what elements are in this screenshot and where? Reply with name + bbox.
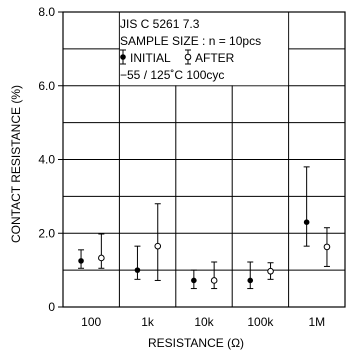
data-marks — [78, 166, 331, 290]
grid — [63, 12, 345, 307]
initial-point — [134, 245, 141, 280]
y-tick-label: 8.0 — [38, 5, 55, 19]
marker-open — [323, 243, 331, 251]
x-tick-label: 100 — [81, 315, 101, 329]
y-tick-label: 2.0 — [38, 226, 55, 240]
marker-filled — [247, 277, 254, 284]
x-axis-title: RESISTANCE (Ω) — [148, 336, 244, 350]
annotation-line1: JIS C 5261 7.3 — [120, 17, 200, 31]
marker-filled — [78, 258, 84, 264]
annotation-line2: SAMPLE SIZE : n = 10pcs — [120, 34, 261, 48]
initial-point — [78, 249, 85, 269]
y-axis-title: CONTACT RESISTANCE (%) — [9, 85, 23, 243]
legend-initial-label: INITIAL — [130, 51, 171, 65]
initial-point — [303, 166, 310, 247]
annotation-background — [119, 12, 289, 86]
y-tick-label: 4.0 — [38, 153, 55, 167]
annotation-box: JIS C 5261 7.3 SAMPLE SIZE : n = 10pcs I… — [120, 17, 261, 82]
y-tick-label: 0 — [48, 300, 55, 314]
marker-filled — [134, 267, 141, 273]
marker-open — [154, 242, 162, 250]
x-tick-label: 100k — [247, 315, 274, 329]
x-axis: 100 1k 10k 100k 1M — [81, 315, 325, 329]
annotation-line4: −55 / 125˚C 100cyc — [120, 68, 224, 82]
marker-open — [267, 267, 274, 275]
marker-filled — [191, 277, 197, 284]
y-axis: 0 2.0 4.0 6.0 8.0 — [38, 5, 63, 314]
legend-after-marker — [184, 49, 192, 65]
legend-initial-marker — [120, 49, 126, 65]
marker-open — [98, 254, 105, 262]
x-tick-label: 10k — [194, 315, 214, 329]
initial-point — [247, 261, 254, 290]
y-tick-label: 6.0 — [38, 79, 55, 93]
x-tick-label: 1M — [308, 315, 325, 329]
after-point — [323, 227, 331, 267]
after-point — [98, 233, 105, 269]
x-tick-label: 1k — [141, 315, 155, 329]
marker-filled — [303, 219, 310, 225]
after-point — [267, 262, 274, 280]
legend-after-label: AFTER — [195, 51, 235, 65]
marker-open — [210, 277, 218, 284]
after-point — [210, 261, 218, 290]
initial-point — [190, 269, 197, 290]
after-point — [154, 203, 162, 281]
